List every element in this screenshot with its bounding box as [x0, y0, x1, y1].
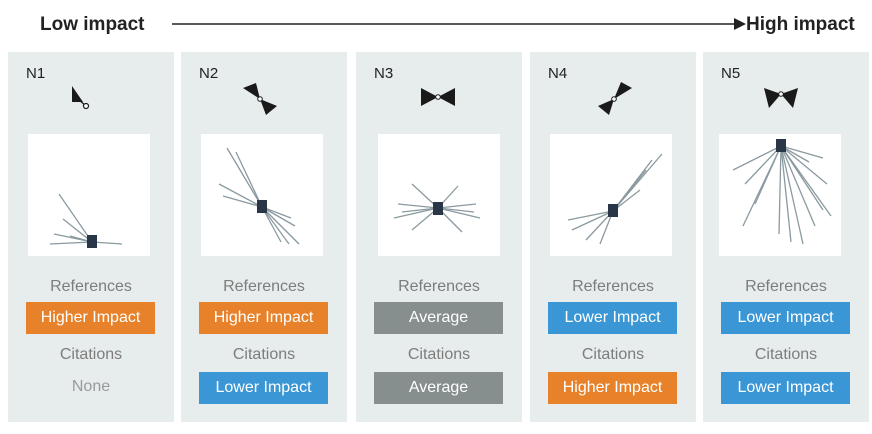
low-impact-label: Low impact — [40, 14, 145, 35]
n2-network — [201, 134, 323, 256]
references-badge: Higher Impact — [199, 302, 328, 334]
references-label: References — [223, 278, 305, 295]
panel-n3: N3 References Average Citations Average — [356, 52, 522, 422]
panel-n4: N4 References Lower Impact Citations Hig… — [530, 52, 696, 422]
panel-id: N2 — [199, 65, 219, 82]
citations-badge: Lower Impact — [199, 372, 328, 404]
references-badge: Lower Impact — [548, 302, 677, 334]
high-impact-label: High impact — [746, 14, 855, 35]
panel-n2: N2 References Higher Impact Citations Lo… — [181, 52, 347, 422]
citations-badge: Higher Impact — [548, 372, 677, 404]
references-badge: Higher Impact — [26, 302, 155, 334]
citations-value: None — [71, 378, 111, 395]
impact-axis-arrow — [172, 18, 746, 30]
citations-badge: Lower Impact — [721, 372, 850, 404]
references-label: References — [398, 278, 480, 295]
n2-glyph-icon — [243, 83, 277, 115]
n3-network — [378, 134, 500, 256]
references-badge: Lower Impact — [721, 302, 850, 334]
citations-label: Citations — [581, 346, 645, 363]
n5-network — [719, 134, 841, 256]
panel-id: N5 — [721, 65, 741, 82]
n4-network — [550, 134, 672, 256]
n1-network — [28, 134, 150, 256]
panel-id: N1 — [26, 65, 46, 82]
citations-label: Citations — [754, 346, 818, 363]
references-badge: Average — [374, 302, 503, 334]
citations-label: Citations — [59, 346, 123, 363]
n1-glyph-icon — [72, 86, 90, 110]
citations-label: Citations — [407, 346, 471, 363]
citations-badge: Average — [374, 372, 503, 404]
references-label: References — [572, 278, 654, 295]
n3-glyph-icon — [421, 88, 455, 106]
references-label: References — [50, 278, 132, 295]
citations-label: Citations — [232, 346, 296, 363]
references-label: References — [745, 278, 827, 295]
n5-glyph-icon — [764, 88, 798, 108]
panel-id: N4 — [548, 65, 568, 82]
panel-id: N3 — [374, 65, 394, 82]
panel-n1: N1 References Higher Impact Citations No… — [8, 52, 174, 422]
n4-glyph-icon — [598, 82, 632, 115]
panel-n5: N5 References Lower I — [703, 52, 869, 422]
